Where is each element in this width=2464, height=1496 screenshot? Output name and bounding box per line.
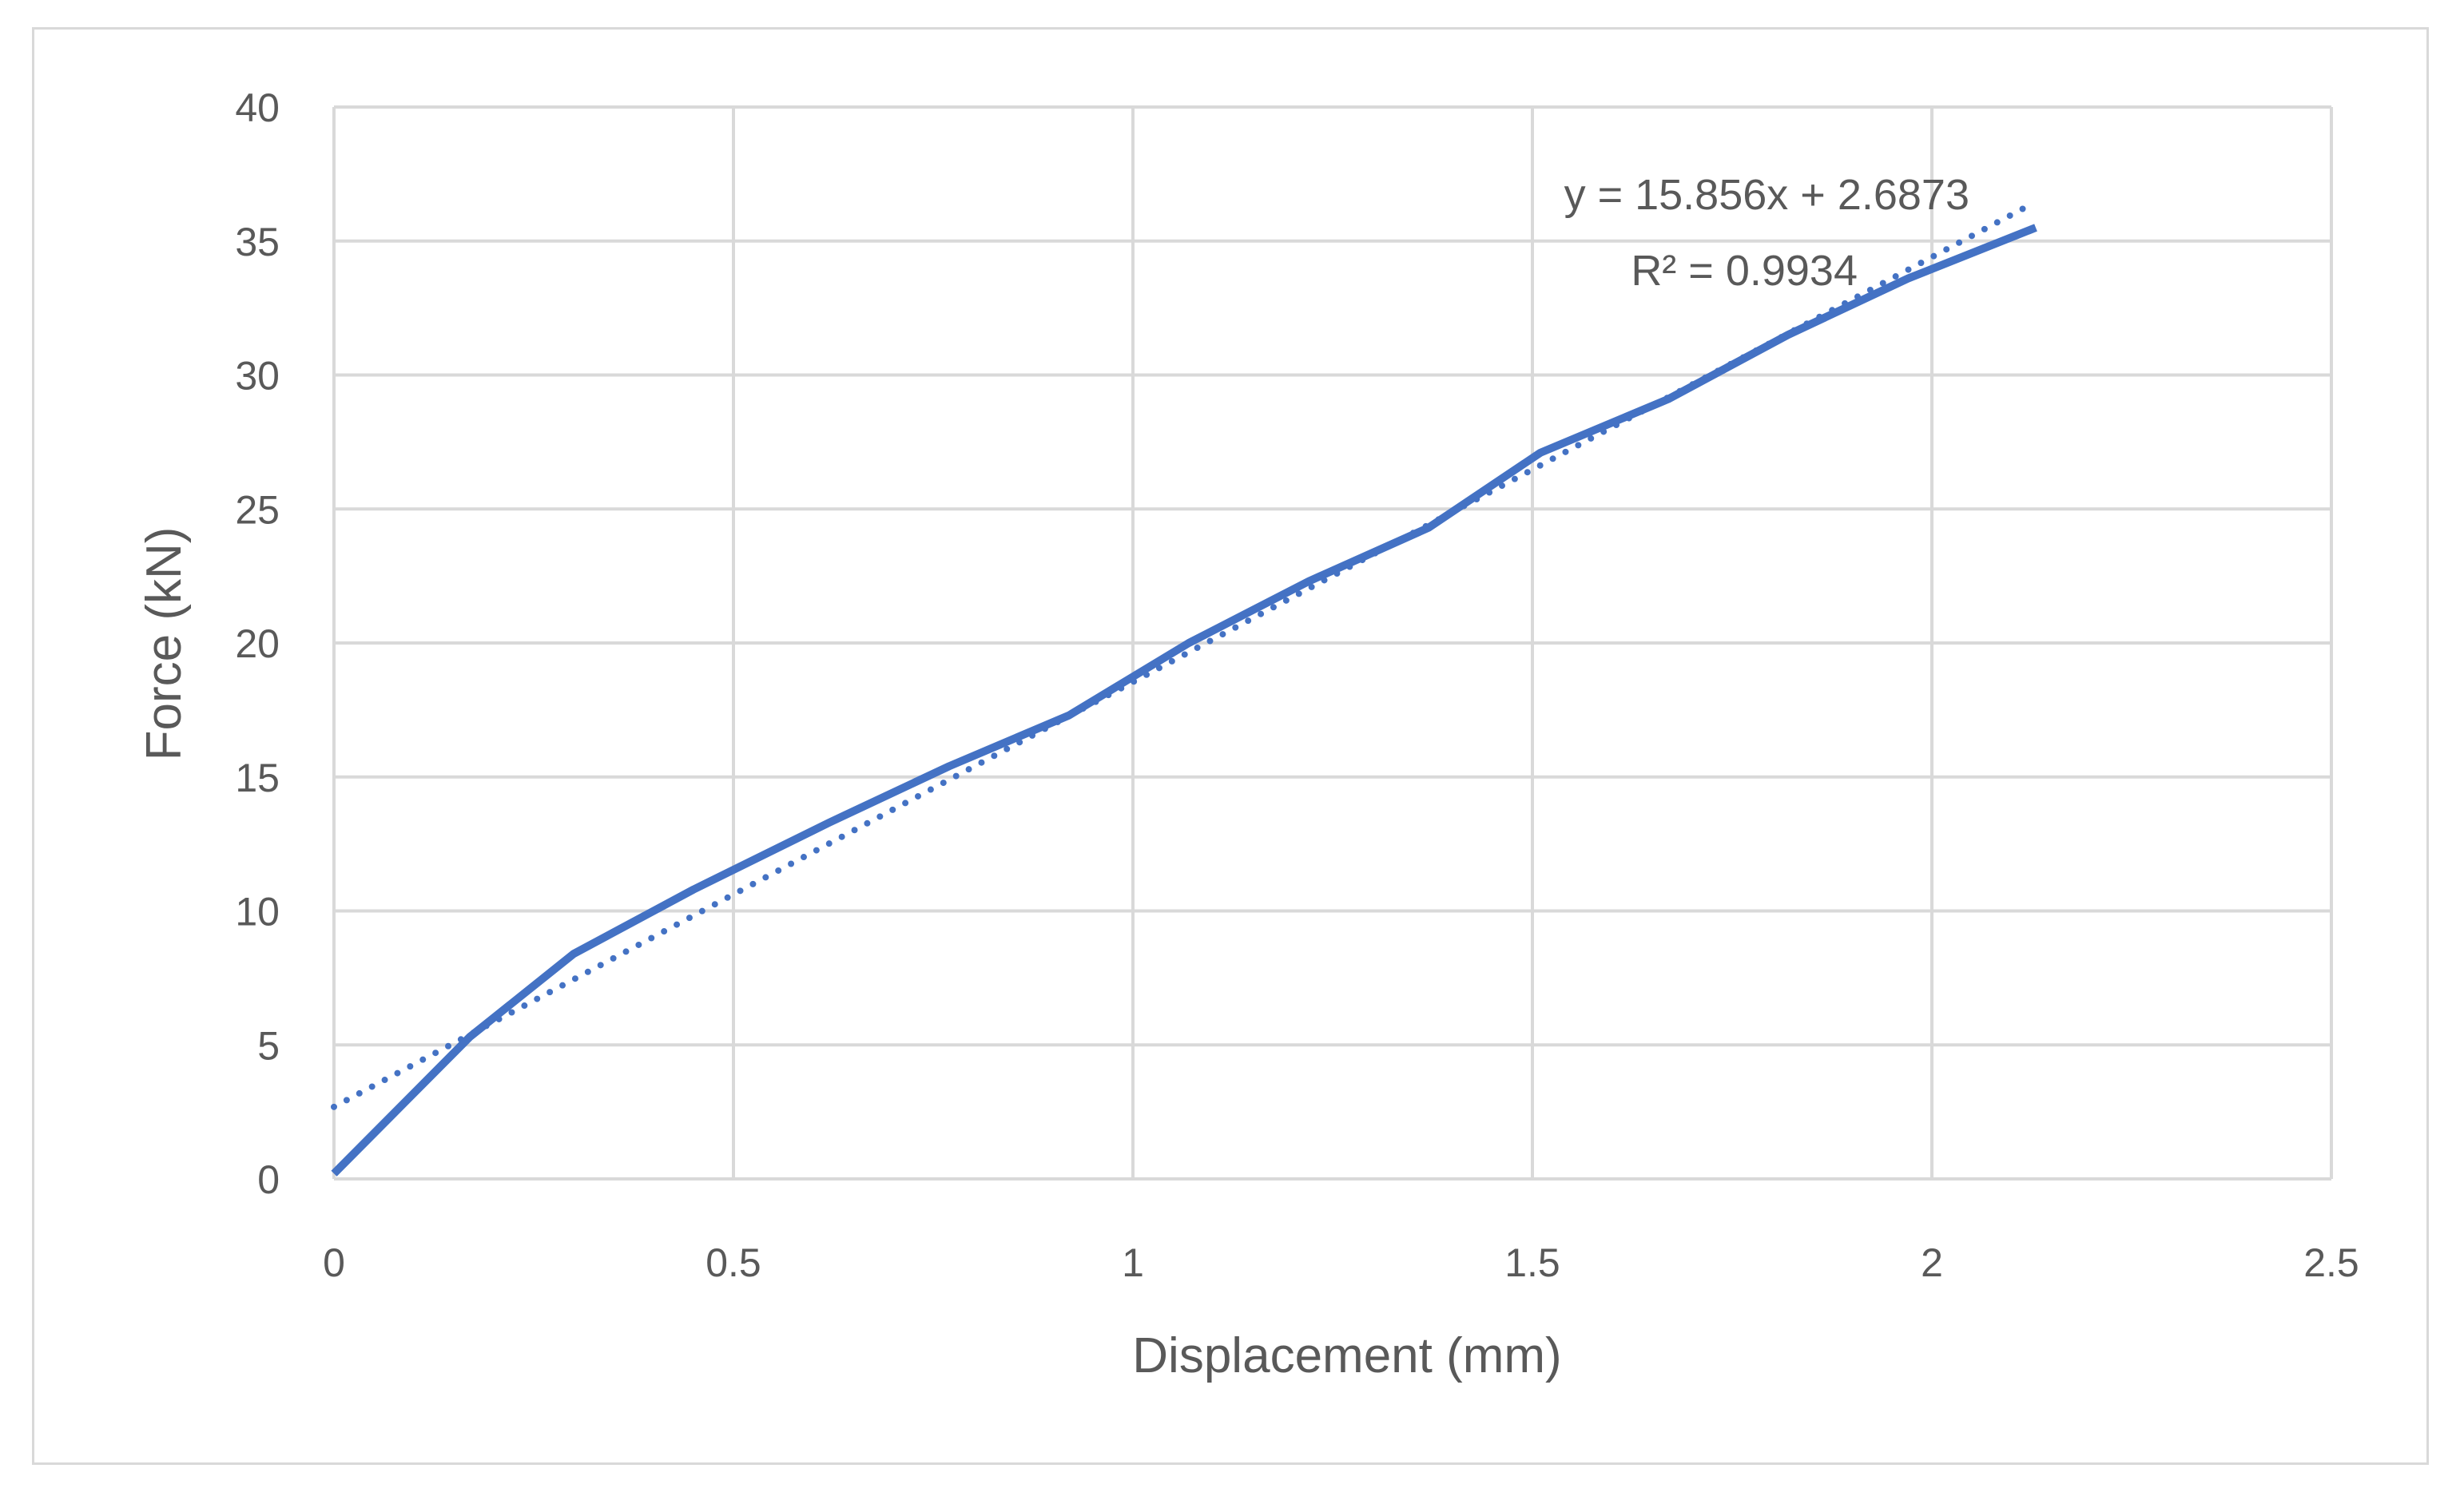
y-tick-label: 5 <box>257 1023 280 1068</box>
x-tick-label: 2.5 <box>2303 1240 2359 1285</box>
x-tick-label: 0.5 <box>705 1240 761 1285</box>
y-tick-label: 40 <box>235 85 280 130</box>
gridlines <box>332 105 2333 1181</box>
x-axis-title: Displacement (mm) <box>1132 1328 1561 1383</box>
y-tick-label: 15 <box>235 756 280 800</box>
y-tick-label: 25 <box>235 487 280 532</box>
trendline-equation: y = 15.856x + 2.6873 <box>1564 171 1969 219</box>
x-tick-label: 1 <box>1122 1240 1144 1285</box>
y-tick-labels: 0 5 10 15 20 25 30 35 40 <box>235 85 280 1202</box>
y-tick-label: 20 <box>235 621 280 666</box>
x-tick-labels: 0 0.5 1 1.5 2 2.5 <box>323 1240 2359 1285</box>
x-tick-label: 0 <box>323 1240 345 1285</box>
y-axis-title: Force (kN) <box>137 527 192 761</box>
series-group <box>331 224 2037 1177</box>
x-tick-label: 1.5 <box>1504 1240 1560 1285</box>
chart-frame <box>32 27 2429 1465</box>
x-tick-label: 2 <box>1921 1240 1943 1285</box>
series-line <box>331 224 2037 1177</box>
y-tick-label: 30 <box>235 354 280 399</box>
y-tick-label: 10 <box>235 890 280 935</box>
trendline-r-squared: R² = 0.9934 <box>1631 247 1858 295</box>
y-tick-label: 35 <box>235 220 280 264</box>
y-tick-label: 0 <box>257 1157 280 1202</box>
